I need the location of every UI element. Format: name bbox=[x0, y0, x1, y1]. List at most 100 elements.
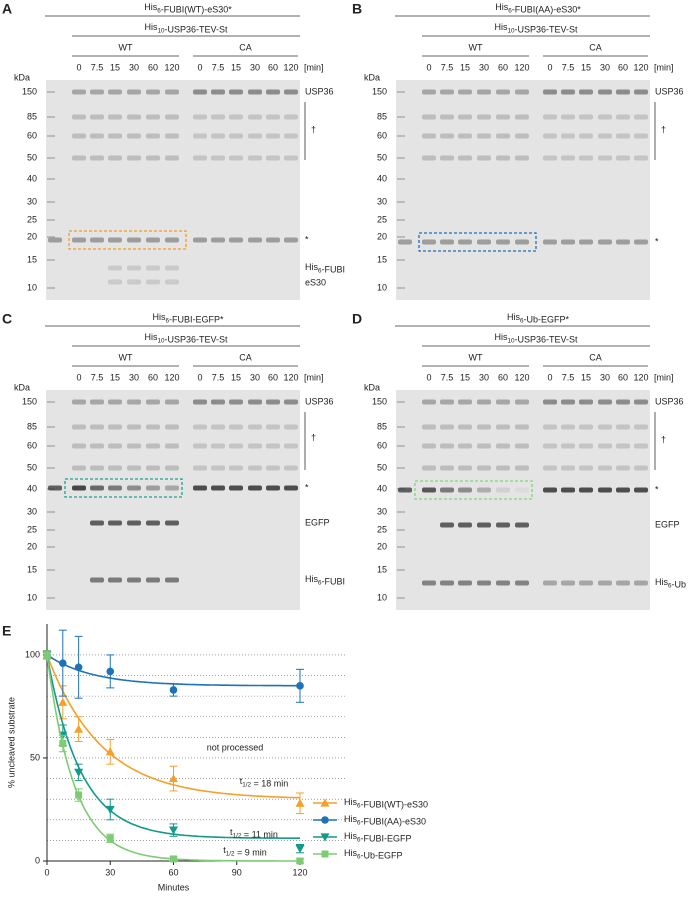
legend-marker bbox=[321, 816, 329, 824]
band bbox=[72, 424, 86, 430]
time-label: 120 bbox=[514, 62, 529, 72]
band bbox=[90, 237, 104, 243]
band bbox=[284, 424, 298, 430]
marker-label: 30 bbox=[377, 196, 387, 206]
time-label: 60 bbox=[498, 62, 508, 72]
marker-band bbox=[397, 287, 405, 289]
band bbox=[127, 485, 141, 491]
band bbox=[193, 424, 207, 430]
band bbox=[72, 237, 86, 243]
data-point bbox=[106, 667, 115, 676]
time-label: 120 bbox=[633, 372, 648, 382]
band bbox=[616, 133, 630, 139]
band bbox=[496, 465, 510, 471]
band bbox=[127, 155, 141, 161]
band-label: † bbox=[661, 124, 666, 134]
legend-label: His6-FUBI-EGFP bbox=[344, 831, 412, 844]
band bbox=[422, 114, 436, 120]
band bbox=[90, 89, 104, 95]
band bbox=[598, 239, 612, 245]
band bbox=[579, 114, 593, 120]
band bbox=[440, 465, 454, 471]
band bbox=[108, 237, 122, 243]
band bbox=[90, 114, 104, 120]
marker-band bbox=[397, 178, 405, 180]
marker-band bbox=[397, 569, 405, 571]
band bbox=[248, 237, 262, 243]
band bbox=[422, 580, 436, 586]
band bbox=[561, 133, 575, 139]
band bbox=[440, 114, 454, 120]
band bbox=[634, 443, 648, 449]
time-label: 30 bbox=[479, 62, 489, 72]
marker-label: 15 bbox=[27, 564, 37, 574]
band bbox=[146, 265, 160, 271]
band bbox=[515, 399, 529, 405]
band bbox=[284, 89, 298, 95]
marker-label: 15 bbox=[27, 254, 37, 264]
enzyme-label: His10-USP36-TEV-St bbox=[494, 332, 578, 345]
band bbox=[127, 265, 141, 271]
data-point bbox=[105, 805, 115, 814]
band bbox=[229, 114, 243, 120]
band bbox=[229, 89, 243, 95]
time-label: 60 bbox=[618, 62, 628, 72]
marker-label: 150 bbox=[22, 86, 37, 96]
band bbox=[127, 114, 141, 120]
band bbox=[458, 443, 472, 449]
marker-label: 25 bbox=[27, 214, 37, 224]
band bbox=[90, 155, 104, 161]
band bbox=[515, 424, 529, 430]
legend-label: His6-FUBI(AA)-eS30 bbox=[344, 814, 426, 827]
marker-label: 10 bbox=[27, 282, 37, 292]
band bbox=[165, 424, 179, 430]
band bbox=[146, 520, 160, 526]
time-label: 7.5 bbox=[562, 372, 575, 382]
band bbox=[146, 279, 160, 285]
band bbox=[248, 114, 262, 120]
band bbox=[561, 89, 575, 95]
fit-curve bbox=[46, 654, 300, 687]
marker-label: 85 bbox=[27, 111, 37, 121]
band bbox=[440, 424, 454, 430]
band bbox=[48, 237, 62, 243]
band bbox=[108, 399, 122, 405]
band bbox=[248, 424, 262, 430]
band bbox=[561, 424, 575, 430]
band bbox=[496, 239, 510, 245]
marker-band bbox=[397, 529, 405, 531]
band bbox=[458, 424, 472, 430]
band bbox=[266, 237, 280, 243]
band bbox=[477, 580, 491, 586]
marker-label: 60 bbox=[27, 440, 37, 450]
highlight-box bbox=[68, 230, 187, 250]
band bbox=[146, 424, 160, 430]
band bbox=[543, 133, 557, 139]
marker-band bbox=[47, 157, 55, 159]
marker-label: 50 bbox=[377, 152, 387, 162]
marker-band bbox=[47, 445, 55, 447]
data-point bbox=[74, 663, 83, 672]
x-axis-label: Minutes bbox=[158, 882, 190, 892]
band bbox=[211, 443, 225, 449]
band bbox=[193, 465, 207, 471]
band bbox=[440, 399, 454, 405]
band bbox=[579, 155, 593, 161]
time-label: 15 bbox=[581, 372, 591, 382]
marker-label: 15 bbox=[377, 564, 387, 574]
band bbox=[515, 239, 529, 245]
time-unit: [min] bbox=[654, 62, 674, 72]
band bbox=[458, 522, 472, 528]
marker-label: 60 bbox=[377, 130, 387, 140]
band bbox=[515, 443, 529, 449]
band bbox=[127, 424, 141, 430]
band-label: USP36 bbox=[305, 396, 334, 406]
time-label: 7.5 bbox=[212, 372, 225, 382]
band bbox=[211, 89, 225, 95]
band-label: † bbox=[311, 124, 316, 134]
highlight-box bbox=[414, 480, 533, 500]
legend-label: His6-Ub-EGFP bbox=[344, 848, 403, 861]
band bbox=[440, 443, 454, 449]
band bbox=[146, 443, 160, 449]
band-label: USP36 bbox=[655, 86, 684, 96]
